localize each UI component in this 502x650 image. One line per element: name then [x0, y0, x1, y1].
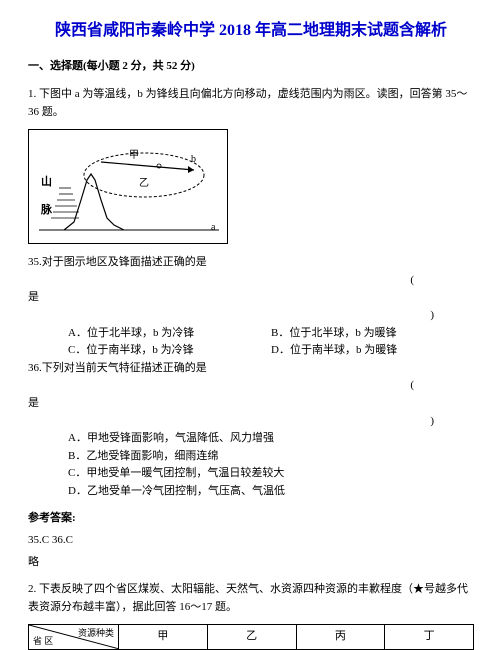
table-diag-cell: 资源种类 省 区: [29, 625, 119, 650]
table-col-ding: 丁: [385, 625, 474, 650]
q35-shi: 是: [28, 289, 474, 307]
q35-paren-open: (: [410, 274, 414, 286]
diagram-label-jia: 甲: [129, 148, 139, 164]
q35: 35. 对于图示地区及锋面描述正确的是 (: [28, 254, 474, 289]
q35-paren-close: ): [28, 307, 474, 325]
diagram-label-mai: 脉: [41, 202, 52, 220]
diagram-label-shan: 山: [41, 174, 52, 192]
answer-text: 35.C 36.C: [28, 532, 474, 550]
q36-paren-open: (: [410, 379, 414, 391]
diagram-label-b: b: [191, 152, 196, 168]
q36-optD: D．乙地受单一冷气团控制，气压高、气温低: [68, 483, 474, 501]
q35-optB: B．位于北半球，b 为暖锋: [271, 325, 474, 343]
table-col-jia: 甲: [119, 625, 208, 650]
q35-optA: A．位于北半球，b 为冷锋: [68, 325, 271, 343]
diagram: 山 脉 甲 b 乙 a: [28, 129, 228, 244]
diag-top-label: 资源种类: [78, 626, 114, 640]
resource-table: 资源种类 省 区 甲 乙 丙 丁: [28, 624, 474, 650]
page-title: 陕西省咸阳市秦岭中学 2018 年高二地理期末试题含解析: [28, 20, 474, 42]
answer-label: 参考答案:: [28, 510, 474, 528]
table-col-yi: 乙: [207, 625, 296, 650]
q1-intro: 1. 下图中 a 为等温线，b 为锋线且向偏北方向移动，虚线范围内为雨区。读图，…: [28, 86, 474, 121]
diagram-label-a: a: [211, 220, 215, 236]
q36-optB: B．乙地受锋面影响，细雨连绵: [68, 448, 474, 466]
q35-stem: 对于图示地区及锋面描述正确的是: [42, 256, 207, 268]
q36-shi: 是: [28, 395, 474, 413]
table-col-bing: 丙: [296, 625, 385, 650]
q2-text: 2. 下表反映了四个省区煤炭、太阳辐能、天然气、水资源四种资源的丰歉程度（★号越…: [28, 581, 474, 616]
q35-optD: D．位于南半球，b 为暖锋: [271, 342, 474, 360]
section-header: 一、选择题(每小题 2 分，共 52 分): [28, 58, 474, 76]
q35-num: 35.: [28, 254, 42, 289]
q36-optA: A．甲地受锋面影响，气温降低、风力增强: [68, 430, 474, 448]
table-row: 资源种类 省 区 甲 乙 丙 丁: [29, 625, 474, 650]
q36-stem: 下列对当前天气特征描述正确的是: [42, 362, 207, 374]
diagram-label-yi: 乙: [139, 176, 149, 192]
q36: 36. 下列对当前天气特征描述正确的是 (: [28, 360, 474, 395]
q35-row1: A．位于北半球，b 为冷锋 B．位于北半球，b 为暖锋: [68, 325, 474, 343]
q36-optC: C．甲地受单一暖气团控制，气温日较差较大: [68, 465, 474, 483]
diag-bot-label: 省 区: [33, 634, 53, 648]
q35-row2: C．位于南半球，b 为冷锋 D．位于南半球，b 为暖锋: [68, 342, 474, 360]
q36-num: 36.: [28, 360, 42, 395]
q35-optC: C．位于南半球，b 为冷锋: [68, 342, 271, 360]
answer-note: 略: [28, 554, 474, 572]
q36-paren-close: ): [28, 413, 474, 431]
